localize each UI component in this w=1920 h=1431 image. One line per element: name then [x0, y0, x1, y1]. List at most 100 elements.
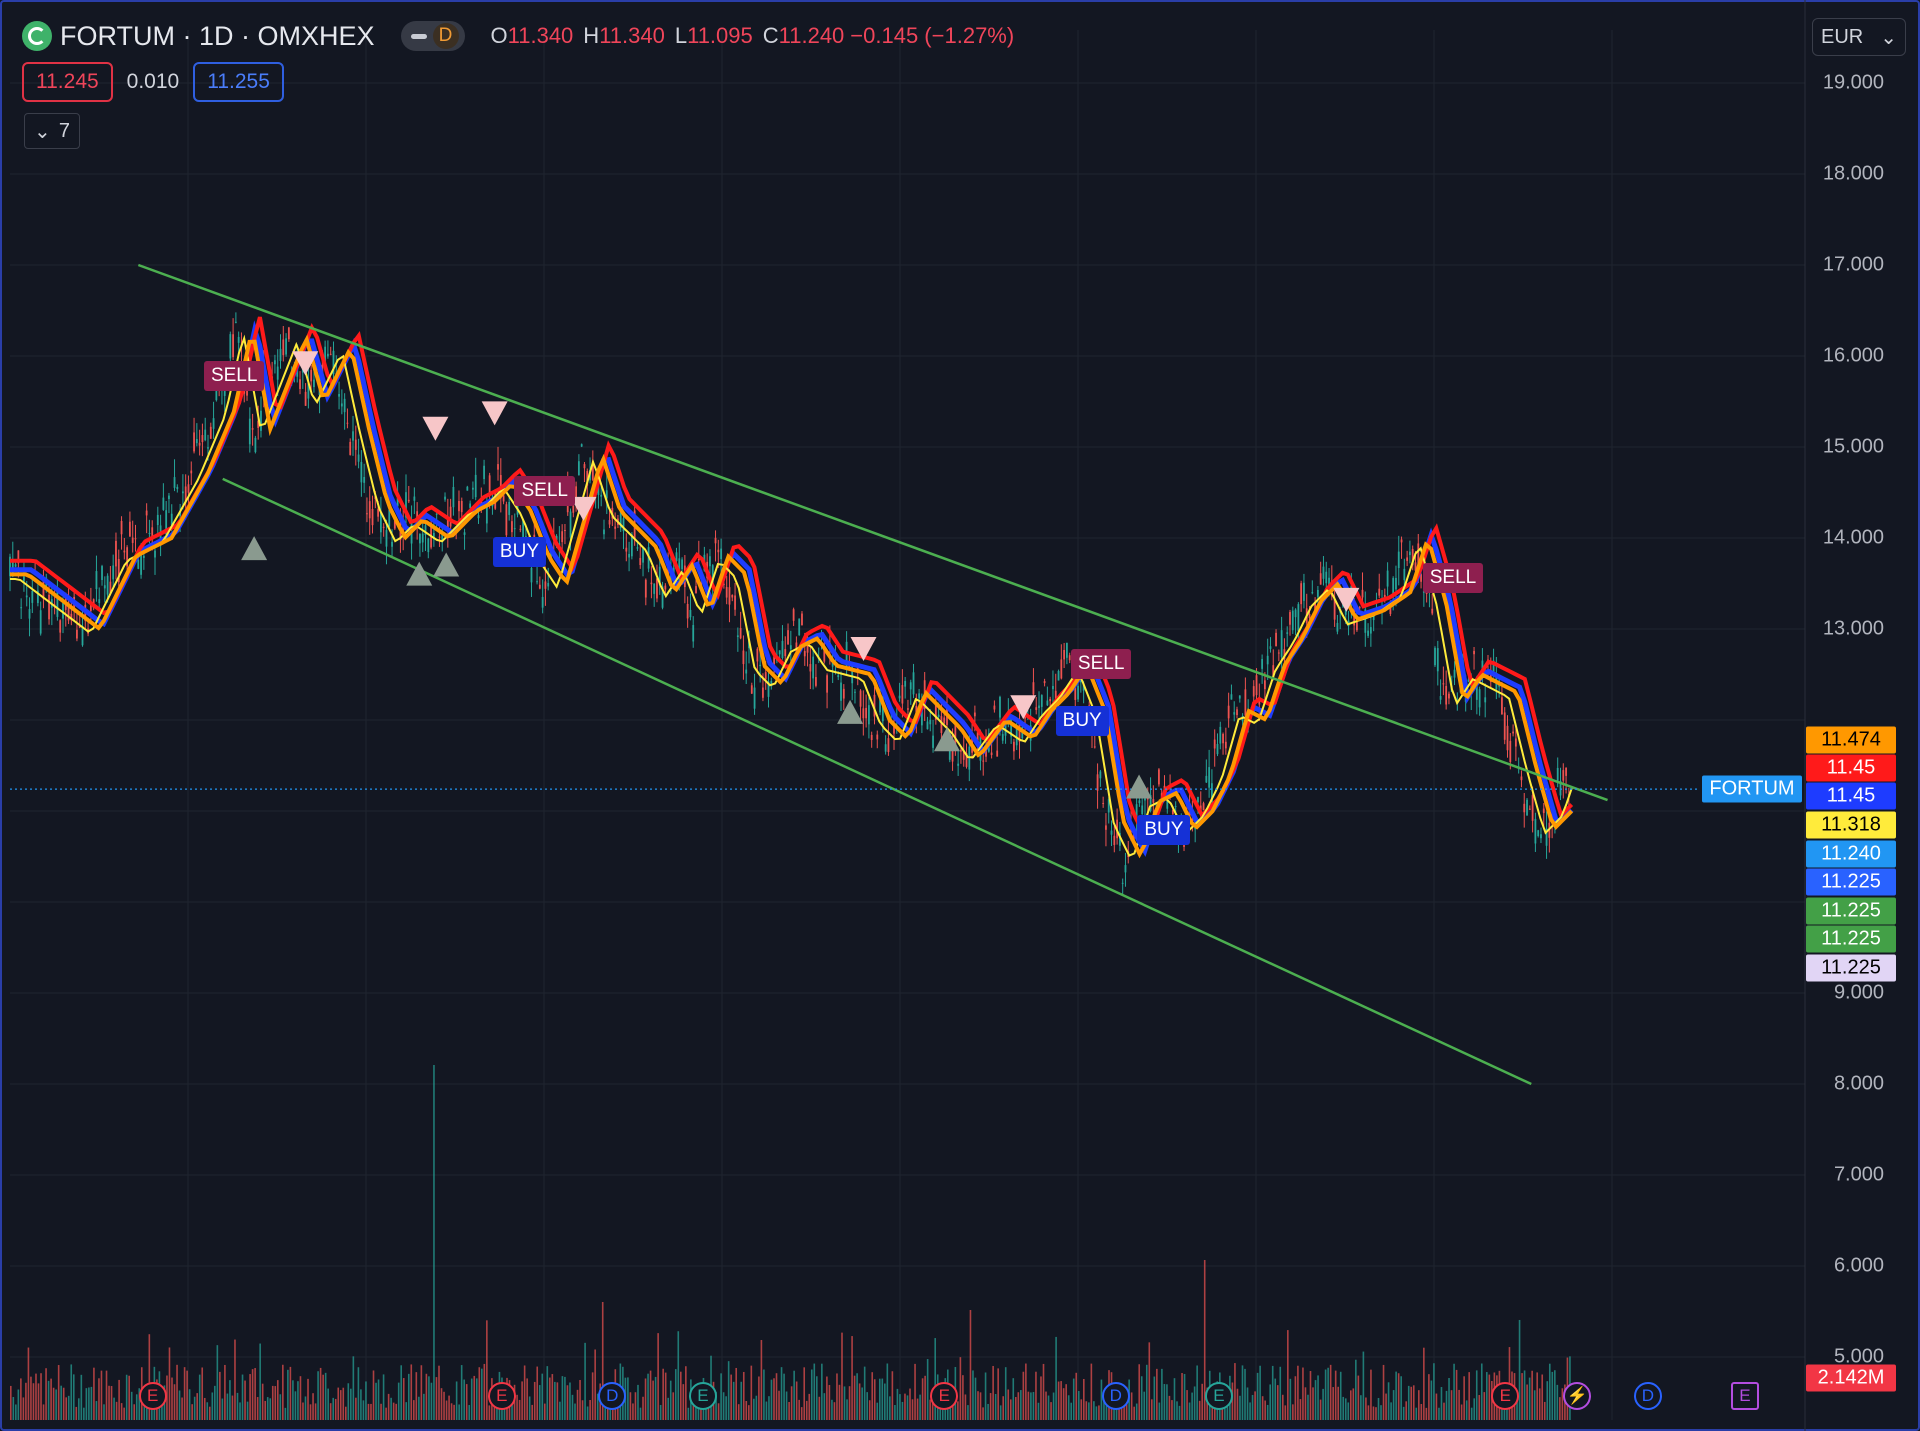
candle-body	[1537, 830, 1540, 837]
volume-bar	[1022, 1371, 1025, 1420]
volume-bar	[72, 1374, 75, 1420]
volume-bar	[1458, 1389, 1460, 1420]
volume-bar	[1453, 1363, 1455, 1420]
candle-body	[505, 504, 508, 536]
candle-body	[1367, 630, 1369, 636]
candle-body	[536, 581, 538, 583]
candle-body	[1523, 803, 1526, 813]
candle-body	[1013, 741, 1015, 752]
volume-bar	[93, 1367, 95, 1420]
volume-bar	[740, 1381, 743, 1420]
volume-bar	[1418, 1390, 1420, 1420]
candle-body	[789, 645, 792, 650]
high-value: 11.340	[599, 23, 665, 48]
volume-bar	[1203, 1260, 1206, 1420]
volume-bar	[1334, 1370, 1337, 1420]
candle-body	[76, 629, 78, 639]
dividend-event-icon[interactable]: D	[1101, 1382, 1130, 1410]
candle-body	[932, 735, 934, 748]
candle-body	[812, 656, 815, 679]
volume-bar	[677, 1331, 680, 1420]
volume-bar	[561, 1376, 564, 1420]
candle-body	[446, 516, 449, 532]
candle-body	[1252, 686, 1255, 697]
earnings-event-icon[interactable]: E	[930, 1382, 959, 1410]
low-label: L	[674, 23, 688, 48]
candle-body	[1272, 665, 1275, 680]
candle-body	[1489, 669, 1492, 682]
candle-body	[1378, 588, 1381, 596]
volume-bar	[1014, 1397, 1017, 1420]
volume-bar	[962, 1375, 964, 1420]
volume-bar	[763, 1369, 765, 1420]
buy-arrow-icon	[241, 536, 268, 561]
candle-body	[165, 510, 168, 535]
volume-bar	[667, 1397, 670, 1420]
split-event-icon[interactable]: ⚡	[1563, 1382, 1592, 1410]
volume-bar	[1072, 1378, 1075, 1420]
earnings-event-icon[interactable]: E	[1491, 1382, 1520, 1410]
candle-body	[1205, 775, 1208, 783]
candle-body	[954, 724, 957, 746]
candle-body	[1093, 746, 1096, 748]
candle-body	[421, 533, 424, 543]
volume-bar	[110, 1386, 113, 1420]
volume-bar	[1211, 1406, 1214, 1420]
candle-body	[1219, 726, 1222, 744]
earnings-event-icon[interactable]: E	[487, 1382, 516, 1410]
sell-signal-label: SELL	[203, 361, 265, 392]
symbol-title[interactable]: FORTUM · 1D · OMXHEX	[60, 20, 375, 51]
volume-bar	[284, 1407, 287, 1420]
price-tag: 11.45	[1806, 782, 1896, 810]
candle-body	[424, 525, 427, 536]
earnings-event-icon[interactable]: E	[138, 1382, 167, 1410]
volume-bar	[1531, 1370, 1533, 1420]
trend-channel-line	[137, 263, 1608, 802]
market-status-pill[interactable]: D	[400, 21, 465, 51]
dividend-event-icon[interactable]: D	[598, 1382, 627, 1410]
volume-bar	[178, 1390, 181, 1420]
candle-body	[630, 534, 633, 557]
dividend-event-icon[interactable]: D	[1633, 1382, 1662, 1410]
future-event-icon[interactable]: E	[1730, 1382, 1759, 1410]
open-label: O	[490, 23, 508, 48]
sell-signal-label: SELL	[1070, 649, 1132, 680]
bid-ask-panel: 11.245 0.010 11.255	[22, 62, 284, 102]
candle-body	[1068, 655, 1071, 661]
volume-bar	[916, 1398, 919, 1420]
earnings-past-event-icon[interactable]: E	[1204, 1382, 1233, 1410]
volume-bar	[778, 1390, 780, 1420]
sell-button[interactable]: 11.245	[22, 62, 113, 102]
currency-select[interactable]: EUR ⌄	[1812, 18, 1906, 56]
volume-bar	[1226, 1406, 1229, 1420]
candle-body	[1275, 632, 1277, 647]
volume-bar	[841, 1332, 843, 1420]
volume-bar	[672, 1392, 675, 1420]
earnings-past-event-icon[interactable]: E	[688, 1382, 717, 1410]
candle-body	[234, 321, 237, 323]
candle-body	[59, 620, 62, 633]
volume-bar	[1372, 1406, 1375, 1420]
volume-bar	[1433, 1363, 1435, 1420]
indicators-toggle[interactable]: ⌄ 7	[24, 113, 80, 149]
candle-body	[145, 510, 148, 516]
candle-body	[1236, 709, 1238, 716]
volume-bar	[1045, 1391, 1047, 1420]
buy-button[interactable]: 11.255	[193, 62, 284, 102]
volume-bar	[543, 1403, 546, 1420]
volume-bar	[904, 1393, 906, 1420]
volume-bar	[1191, 1392, 1193, 1420]
volume-bar	[1181, 1373, 1183, 1420]
candle-body	[1099, 771, 1102, 779]
candle-body	[1492, 660, 1495, 674]
volume-bar	[632, 1403, 634, 1420]
volume-bar	[206, 1402, 209, 1420]
volume-bar	[1249, 1402, 1251, 1420]
volume-bar	[1244, 1368, 1246, 1420]
candle-body	[1528, 808, 1531, 810]
candle-body	[1356, 621, 1358, 631]
volume-bar	[730, 1374, 732, 1420]
candle-body	[644, 579, 647, 598]
